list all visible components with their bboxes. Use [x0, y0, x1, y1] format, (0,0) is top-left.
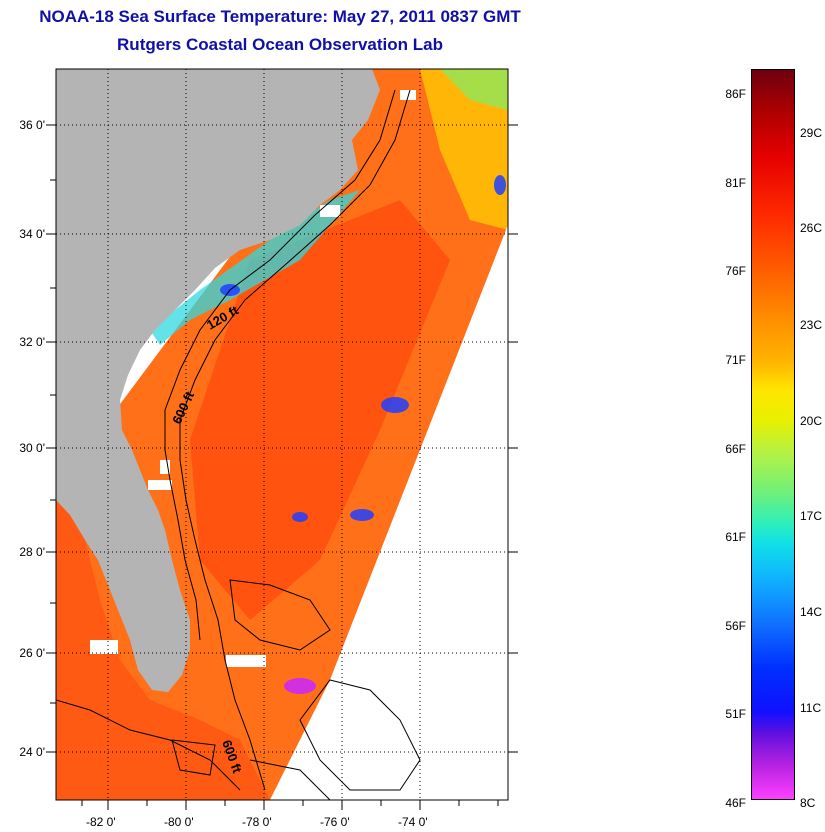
- lat-label-34: 34 0': [19, 227, 45, 241]
- lat-label-24: 24 0': [19, 745, 45, 759]
- sst-coastal-band: [150, 190, 360, 345]
- map-title: NOAA-18 Sea Surface Temperature: May 27,…: [39, 7, 521, 26]
- cold-patches: [220, 175, 506, 522]
- no-data-speckles: [90, 90, 416, 667]
- colorbar-label-14c: 14C: [800, 605, 823, 619]
- colorbar-label-56f: 56F: [725, 619, 746, 633]
- lat-label-26: 26 0': [19, 646, 45, 660]
- colorbar-label-61f: 61F: [725, 530, 746, 544]
- sst-cool-edge: [440, 69, 508, 110]
- colorbar-label-26c: 26C: [800, 221, 823, 235]
- lon-label-80: -80 0': [164, 815, 194, 829]
- map-subtitle: Rutgers Coastal Ocean Observation Lab: [117, 35, 443, 54]
- lat-label-28: 28 0': [19, 545, 45, 559]
- colorbar-label-23c: 23C: [800, 318, 823, 332]
- lon-label-82: -82 0': [86, 815, 116, 829]
- lat-label-36: 36 0': [19, 118, 45, 132]
- colorbar-label-86f: 86F: [725, 87, 746, 101]
- sst-cool-region: [420, 69, 508, 230]
- colorbar-label-81f: 81F: [725, 176, 746, 190]
- colorbar-label-46f: 46F: [725, 796, 746, 810]
- sst-warm-core: [190, 200, 450, 620]
- contour-gulf: [56, 699, 241, 791]
- colorbar-label-8c: 8C: [800, 796, 816, 810]
- colorbar-label-66f: 66F: [725, 442, 746, 456]
- bahamas-no-data: [270, 225, 508, 800]
- lon-label-74: -74 0': [398, 815, 428, 829]
- lat-label-32: 32 0': [19, 335, 45, 349]
- land-mass: [56, 69, 380, 692]
- colorbar-label-17c: 17C: [800, 509, 823, 523]
- contour-120ft: [164, 89, 396, 641]
- map-frame: [55, 68, 509, 801]
- lon-label-78: -78 0': [242, 815, 272, 829]
- colorbar-label-20c: 20C: [800, 414, 823, 428]
- temperature-colorbar: [751, 69, 795, 800]
- colorbar-label-29c: 29C: [800, 126, 823, 140]
- bahamas-banks: [171, 579, 421, 800]
- frame-ticks: [46, 124, 518, 810]
- colorbar-label-71f: 71F: [725, 353, 746, 367]
- graticule: [56, 69, 508, 800]
- magenta-patch: [284, 678, 316, 694]
- colorbar-label-11c: 11C: [800, 701, 822, 715]
- gulf-water: [56, 490, 270, 800]
- lat-label-30: 30 0': [19, 441, 45, 455]
- colorbar-label-51f: 51F: [725, 707, 746, 721]
- contour-600ft: [179, 89, 411, 791]
- colorbar-label-76f: 76F: [725, 264, 746, 278]
- lon-label-76: -76 0': [320, 815, 350, 829]
